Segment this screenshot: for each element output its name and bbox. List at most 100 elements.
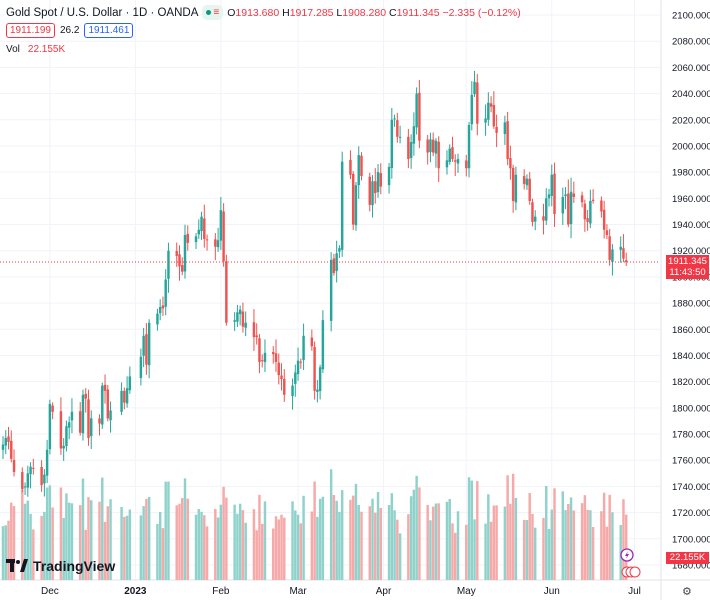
volume-bar (611, 512, 614, 580)
volume-bar (409, 496, 413, 580)
candle-body (340, 161, 344, 250)
volume-bar (600, 511, 603, 580)
candle-body (10, 440, 13, 459)
candle-body (40, 467, 43, 486)
candle-body (624, 260, 628, 263)
volume-bar (376, 492, 380, 580)
volume-bar (65, 493, 68, 580)
volume-bar (465, 524, 468, 580)
volume-bar (258, 494, 261, 580)
volume-legend[interactable]: Vol 22.155K (6, 44, 65, 55)
volume-bar (622, 499, 625, 580)
volume-bar (87, 497, 90, 580)
market-status-badge[interactable]: ≡ (202, 5, 224, 20)
candle-body (128, 376, 132, 391)
settings-gear-icon[interactable]: ⚙ (682, 586, 692, 598)
volume-bar (280, 514, 283, 580)
candle-body (589, 200, 592, 224)
candle-body (351, 173, 355, 225)
candle-body (390, 119, 394, 168)
volume-bar (186, 498, 189, 580)
volume-bar (456, 511, 460, 580)
candle-body (48, 403, 52, 450)
candle-body (125, 388, 129, 404)
y-tick-label: 1800.000 (672, 403, 710, 414)
volume-bar (236, 513, 239, 580)
volume-bar (302, 495, 305, 580)
volume-bar (506, 475, 509, 580)
volume-bar (252, 509, 256, 580)
volume-bar (374, 512, 377, 580)
volume-bar (318, 498, 322, 580)
volume-bar (283, 517, 286, 580)
candle-body (43, 474, 46, 484)
candle-body (145, 334, 148, 365)
candle-body (467, 125, 471, 169)
candle-body (525, 178, 529, 186)
candle-body (120, 390, 123, 412)
candle-body (258, 338, 261, 363)
volume-bar (467, 477, 471, 580)
buy-price-button[interactable]: 1911.461 (84, 23, 134, 38)
x-tick-label: Apr (376, 586, 392, 597)
candle-body (605, 230, 609, 235)
candle-body (484, 118, 487, 123)
symbol-title[interactable]: Gold Spot / U.S. Dollar · 1D · OANDA (6, 6, 199, 19)
volume-bar (43, 511, 46, 580)
sell-price-button[interactable]: 1911.199 (6, 23, 55, 38)
volume-bar (125, 515, 129, 580)
candle-body (260, 360, 264, 362)
volume-bar (274, 516, 278, 580)
candle-body (553, 173, 556, 215)
volume-bar (550, 509, 553, 580)
candle-body (531, 202, 534, 222)
volume-bar (360, 511, 363, 580)
candle-body (106, 389, 110, 419)
candle-body (396, 120, 399, 137)
volume-bar (396, 519, 399, 580)
volume-bar (10, 502, 13, 580)
volume-bar (272, 528, 275, 580)
candle-body (299, 361, 303, 363)
candle-body (197, 229, 201, 235)
tradingview-logo[interactable]: TradingView (6, 558, 115, 574)
volume-bar (1, 526, 5, 580)
candle-body (70, 411, 74, 421)
candle-body (376, 172, 380, 193)
candle-body (21, 472, 24, 490)
logo-text: TradingView (33, 558, 116, 574)
volume-bar (368, 506, 371, 580)
candle-body (156, 313, 159, 325)
candle-body (511, 167, 515, 201)
candle-body (164, 279, 167, 307)
candle-body (437, 141, 440, 169)
candle-body (580, 195, 584, 203)
volume-bar (158, 512, 162, 580)
y-tick-label: 2100.000 (672, 11, 710, 22)
candle-body (533, 216, 537, 222)
y-tick-label: 2020.000 (672, 115, 710, 126)
volume-bar (316, 516, 319, 580)
volume-bar (390, 493, 394, 580)
event-icons[interactable] (618, 548, 642, 582)
volume-bar (484, 523, 487, 580)
volume-bar (156, 523, 159, 580)
candle-body (310, 337, 314, 347)
candle-body (65, 426, 68, 447)
candle-body (470, 94, 474, 125)
candle-body (142, 335, 145, 356)
candle-body (272, 352, 275, 355)
volume-bar (90, 500, 93, 580)
volume-bar (547, 529, 551, 580)
candle-body (465, 160, 468, 169)
candle-body (509, 158, 512, 169)
candle-body (183, 235, 187, 272)
candle-body (32, 467, 35, 469)
candle-body (280, 375, 283, 380)
open-label: O (227, 6, 236, 19)
volume-bar (81, 478, 85, 580)
candle-body (572, 193, 576, 198)
candle-body (59, 411, 63, 449)
volume-bar (216, 517, 220, 580)
